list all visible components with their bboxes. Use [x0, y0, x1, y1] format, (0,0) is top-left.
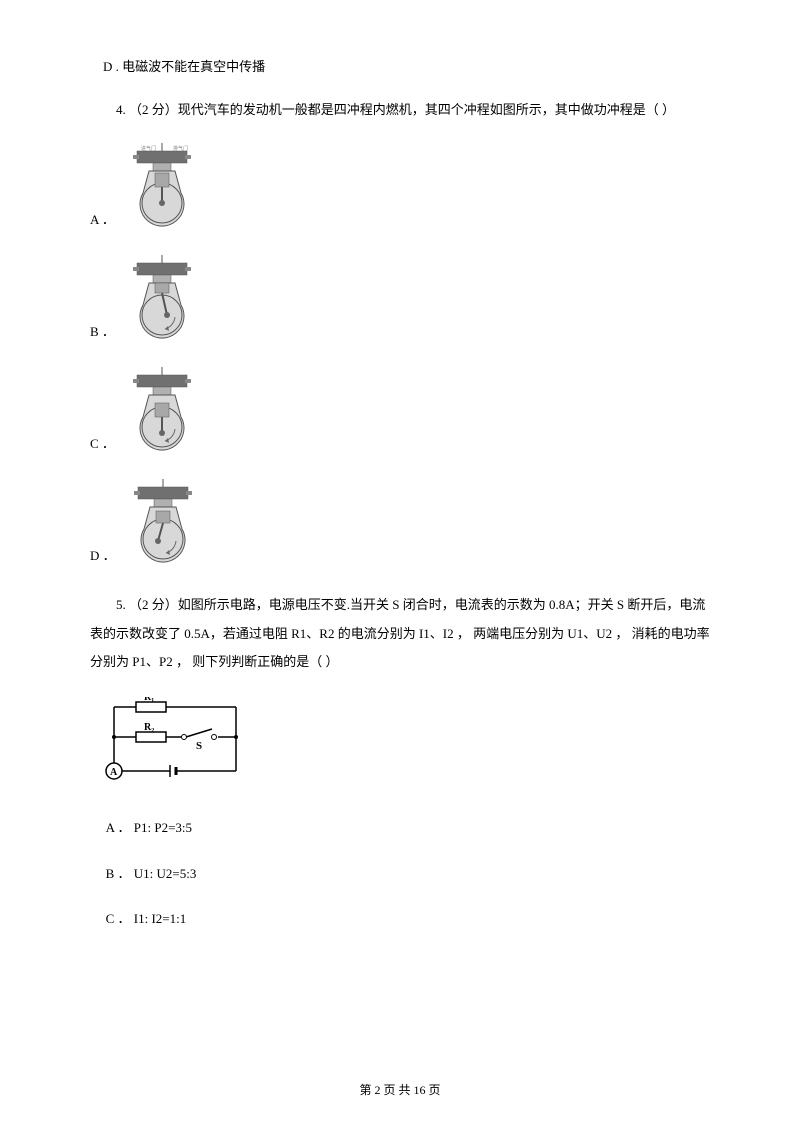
engine-diagram-c [123, 367, 201, 459]
q4-label-c: C ． [90, 432, 115, 459]
q4-option-a: A ． 进气门 排气门 [90, 143, 710, 235]
page-footer: 第 2 页 共 16 页 [0, 1080, 800, 1102]
q5-line1: 5. （2 分）如图所示电路，电源电压不变.当开关 S 闭合时，电流表的示数为 … [90, 591, 710, 620]
q5-text: 5. （2 分）如图所示电路，电源电压不变.当开关 S 闭合时，电流表的示数为 … [90, 591, 710, 677]
circuit-diagram: R₁ R₂ S A [104, 697, 246, 785]
engine-diagram-b [123, 255, 201, 347]
q5-option-a: A ． P1: P2=3:5 [90, 816, 710, 839]
prev-option-d: D . 电磁波不能在真空中传播 [90, 55, 710, 78]
svg-text:R₂: R₂ [144, 722, 154, 733]
q5-option-b: B ． U1: U2=5:3 [90, 862, 710, 885]
svg-text:排气门: 排气门 [173, 145, 188, 152]
svg-text:进气门: 进气门 [141, 145, 156, 152]
engine-diagram-a: 进气门 排气门 [123, 143, 201, 235]
q4-label-d: D ． [90, 544, 116, 571]
circuit-block: R₁ R₂ S A [104, 697, 710, 792]
svg-text:A: A [110, 767, 118, 778]
q4-text: 4. （2 分）现代汽车的发动机一般都是四冲程内燃机，其四个冲程如图所示，其中做… [90, 96, 710, 125]
q4-option-b: B ． [90, 255, 710, 347]
q4-label-a: A ． [90, 208, 115, 235]
svg-text:S: S [196, 740, 202, 752]
q4-label-b: B ． [90, 320, 115, 347]
svg-text:R₁: R₁ [144, 697, 154, 703]
q5-line3: 分别为 P1、P2 ， 则下列判断正确的是（ ） [90, 654, 338, 669]
q5-option-c: C ． I1: I2=1:1 [90, 907, 710, 930]
q4-option-c: C ． [90, 367, 710, 459]
q5-line2: 表的示数改变了 0.5A，若通过电阻 R1、R2 的电流分别为 I1、I2 ， … [90, 626, 710, 641]
q4-option-d: D ． [90, 479, 710, 571]
engine-diagram-d [124, 479, 202, 571]
